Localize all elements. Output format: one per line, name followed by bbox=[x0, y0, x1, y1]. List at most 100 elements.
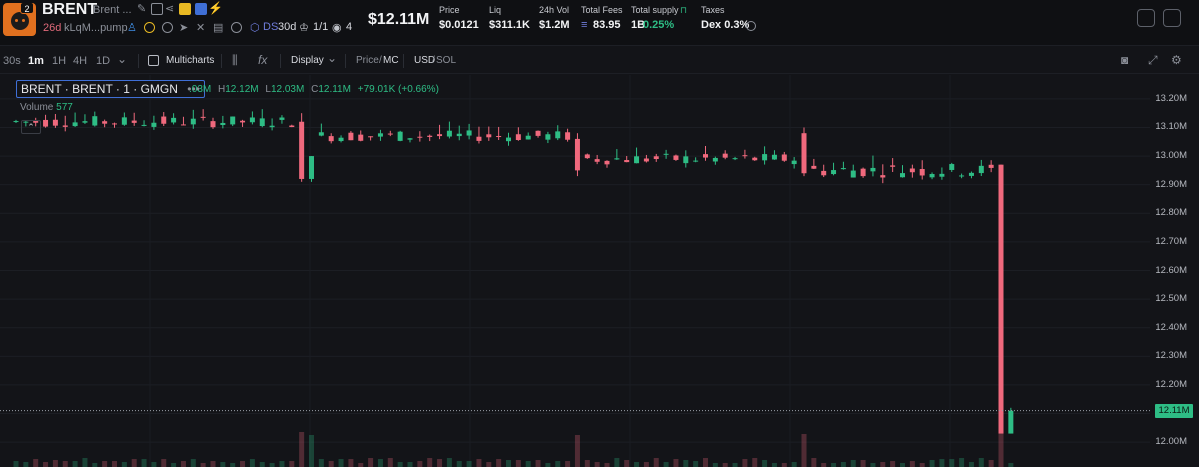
candle-body bbox=[437, 134, 443, 137]
candle-body bbox=[82, 121, 88, 123]
multicharts-label[interactable]: Multicharts bbox=[166, 55, 215, 66]
volume-bar bbox=[535, 460, 541, 467]
y-tick-label: 12.00M bbox=[1155, 436, 1187, 448]
candle-type-icon[interactable]: ⫼ bbox=[232, 53, 238, 67]
volume-bar bbox=[368, 458, 374, 467]
multicharts-checkbox[interactable] bbox=[148, 55, 159, 66]
trophy-icon[interactable] bbox=[179, 3, 191, 15]
candle-body bbox=[200, 116, 206, 118]
volume-bar bbox=[161, 459, 167, 467]
volume-bar bbox=[210, 461, 216, 467]
dexscreener-icon[interactable]: ⬡ bbox=[250, 22, 260, 34]
volume-bar bbox=[939, 459, 945, 467]
camera-icon[interactable]: ◙ bbox=[1121, 53, 1129, 67]
stat-taxes-label: Taxes bbox=[701, 5, 725, 15]
timeframe-30s[interactable]: 30s bbox=[3, 55, 21, 67]
candle-body bbox=[318, 132, 324, 136]
display-dropdown[interactable]: Display bbox=[291, 55, 324, 66]
fullscreen-icon[interactable]: ⤢ bbox=[1148, 53, 1158, 67]
candle-body bbox=[722, 153, 728, 158]
verified-icon[interactable] bbox=[195, 3, 207, 15]
volume-bar bbox=[377, 459, 383, 467]
legend-more-icon[interactable]: ••• bbox=[187, 82, 200, 96]
volume-bar bbox=[653, 458, 659, 467]
candle-body bbox=[72, 122, 78, 127]
price-chart[interactable]: BRENT · BRENT · 1 · GMGN ••• .03M H12.12… bbox=[0, 75, 1199, 467]
ds-label: DS bbox=[263, 21, 279, 33]
y-tick-label: 12.90M bbox=[1155, 178, 1187, 190]
timeframe-4h[interactable]: 4H bbox=[73, 55, 88, 67]
candle-body bbox=[328, 136, 334, 142]
alarm-button[interactable] bbox=[1137, 9, 1155, 27]
share-icon[interactable]: ⋖ bbox=[165, 3, 175, 15]
timeframe-1h[interactable]: 1H bbox=[52, 55, 67, 67]
volume-bar bbox=[594, 462, 600, 467]
candle-body bbox=[348, 132, 354, 141]
copy-icon[interactable] bbox=[151, 3, 163, 15]
volume-bar bbox=[299, 432, 305, 467]
toolbar-divider bbox=[138, 54, 139, 68]
sol-toggle[interactable]: SOL bbox=[436, 55, 457, 66]
chevron-down-icon[interactable]: ⌄ bbox=[327, 51, 338, 65]
candle-body bbox=[515, 134, 521, 141]
volume-bar bbox=[506, 460, 511, 467]
candle-body bbox=[397, 131, 403, 141]
candle-body bbox=[594, 159, 600, 162]
sidebar-toggle-button[interactable] bbox=[1163, 9, 1181, 27]
contract-address[interactable]: kLqM...pump bbox=[64, 22, 128, 34]
logo-eye-left bbox=[15, 19, 18, 22]
chevron-down-icon[interactable]: ⌄ bbox=[117, 52, 128, 66]
toolbar-divider bbox=[345, 54, 346, 68]
volume-bar bbox=[180, 461, 186, 467]
indicators-icon[interactable]: fx bbox=[258, 53, 268, 67]
search-icon[interactable] bbox=[231, 22, 242, 33]
warning-icon[interactable] bbox=[144, 22, 155, 33]
token-logo[interactable]: 2 bbox=[3, 3, 36, 36]
y-tick-label: 12.40M bbox=[1155, 321, 1187, 333]
telegram-icon[interactable]: ➤ bbox=[179, 22, 189, 34]
candle-body bbox=[890, 165, 896, 167]
lightning-icon[interactable]: ⚡ bbox=[208, 1, 223, 15]
candle-body bbox=[840, 168, 846, 170]
timeframe-1m[interactable]: 1m bbox=[28, 55, 44, 67]
candle-body bbox=[33, 120, 39, 123]
candle-body bbox=[909, 168, 915, 173]
candle-body bbox=[555, 131, 561, 139]
lock-icon: ⊓ bbox=[680, 5, 688, 15]
volume-bar bbox=[407, 462, 413, 467]
y-tick-label: 13.20M bbox=[1155, 92, 1187, 104]
candle-body bbox=[781, 154, 787, 161]
volume-bar bbox=[328, 461, 334, 467]
candle-body bbox=[998, 164, 1004, 434]
volume-bar bbox=[703, 458, 708, 467]
candle-body bbox=[446, 130, 452, 137]
timeframe-1d[interactable]: 1D bbox=[96, 55, 111, 67]
globe-icon[interactable] bbox=[162, 22, 173, 33]
mc-toggle[interactable]: MC bbox=[383, 55, 399, 66]
chart-legend-title[interactable]: BRENT · BRENT · 1 · GMGN ••• bbox=[16, 80, 205, 98]
price-toggle[interactable]: Price bbox=[356, 55, 379, 66]
toolbar-divider bbox=[403, 54, 404, 68]
volume-bar bbox=[220, 462, 226, 467]
volume-bar bbox=[781, 463, 787, 467]
user-icon[interactable]: ♙ bbox=[127, 22, 137, 34]
usd-toggle[interactable]: USD bbox=[414, 55, 436, 66]
edit-icon[interactable]: ✎ bbox=[137, 3, 147, 15]
candle-body bbox=[358, 134, 364, 141]
settings-icon[interactable]: ⚙ bbox=[1171, 53, 1182, 67]
help-icon[interactable] bbox=[746, 21, 756, 31]
collapse-legend-button[interactable]: ⌃ bbox=[21, 120, 41, 134]
candle-body bbox=[279, 117, 285, 120]
ohlc-readout: .03M H12.12M L12.03M C12.11M +79.01K (+0… bbox=[189, 84, 443, 95]
volume-bar bbox=[486, 462, 492, 467]
volume-bar bbox=[860, 460, 866, 467]
candle-body bbox=[663, 153, 669, 155]
volume-bar bbox=[1008, 463, 1014, 467]
document-icon[interactable]: ▤ bbox=[213, 22, 224, 34]
candle-body bbox=[604, 160, 610, 165]
legend-title-text: BRENT · BRENT · 1 · GMGN bbox=[21, 82, 178, 96]
toggle-slash: / bbox=[379, 55, 382, 66]
volume-bar bbox=[771, 463, 777, 467]
x-twitter-icon[interactable]: ✕ bbox=[196, 22, 206, 34]
volume-bar bbox=[712, 463, 718, 467]
